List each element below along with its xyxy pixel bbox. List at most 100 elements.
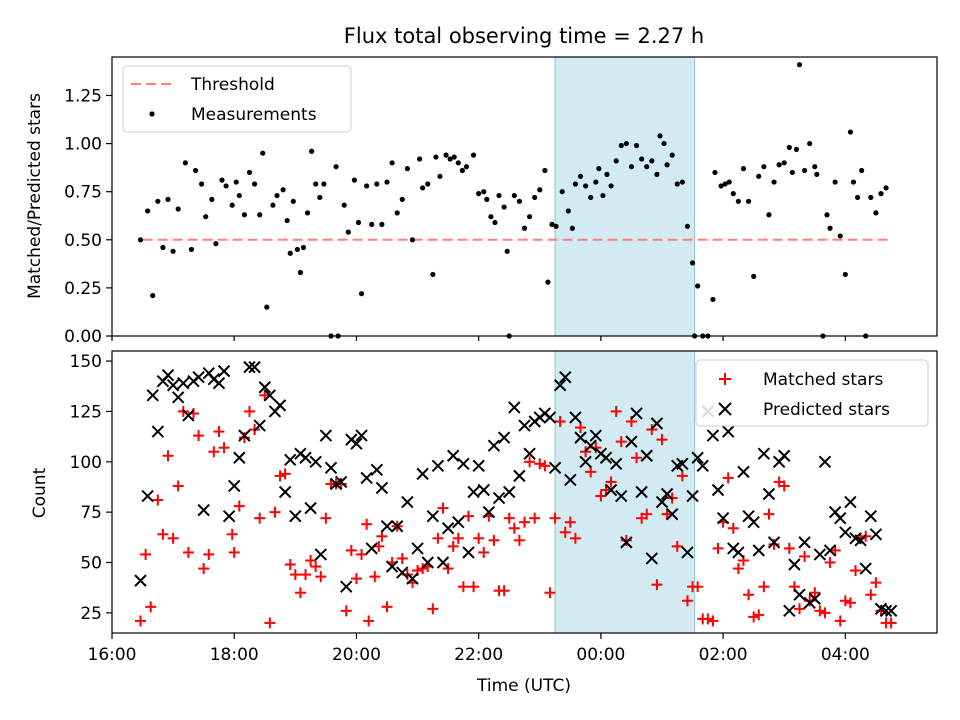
matched-point xyxy=(646,424,658,436)
matched-point xyxy=(315,571,327,583)
predicted-point xyxy=(248,360,261,374)
predicted-point xyxy=(757,447,771,460)
measurement-point xyxy=(145,208,151,214)
predicted-point xyxy=(508,401,521,414)
matched-point xyxy=(152,494,164,506)
measurement-point xyxy=(333,164,339,170)
x-tick-label: 02:00 xyxy=(699,645,748,665)
measurement-point xyxy=(608,183,614,189)
predicted-point xyxy=(660,487,674,501)
matched-point xyxy=(763,508,775,520)
predicted-point xyxy=(457,457,470,471)
matched-point xyxy=(361,518,373,530)
predicted-point xyxy=(146,389,159,402)
measurement-point xyxy=(761,164,767,170)
matched-point xyxy=(452,532,464,544)
predicted-point xyxy=(721,425,735,438)
matched-point xyxy=(605,476,617,488)
measurement-point xyxy=(394,210,400,216)
predicted-point xyxy=(553,379,567,392)
legend-matched-label: Matched stars xyxy=(763,370,883,390)
measurement-point xyxy=(516,198,523,204)
matched-point xyxy=(855,532,867,544)
measurement-point xyxy=(832,179,838,185)
measurement-point xyxy=(463,164,470,170)
measurement-point xyxy=(812,164,818,170)
predicted-point xyxy=(487,439,501,452)
measurement-point xyxy=(488,214,494,220)
predicted-point xyxy=(273,399,287,412)
predicted-point xyxy=(421,556,434,569)
predicted-point xyxy=(134,574,147,587)
matched-point xyxy=(442,563,454,575)
measurement-point xyxy=(379,221,385,227)
predicted-point xyxy=(141,489,154,503)
measurement-point xyxy=(229,202,235,208)
matched-point xyxy=(875,605,887,617)
matched-point xyxy=(824,557,836,568)
predicted-point xyxy=(289,509,302,523)
matched-point xyxy=(145,601,157,613)
measurement-point xyxy=(847,129,854,135)
measurement-point xyxy=(593,179,599,185)
legend-matched-swatch xyxy=(719,373,731,385)
predicted-point xyxy=(818,455,832,468)
measurement-point xyxy=(294,246,300,253)
predicted-point xyxy=(497,431,511,444)
measurement-point xyxy=(433,154,439,160)
measurement-point xyxy=(730,191,736,197)
matched-point xyxy=(356,548,368,560)
matched-point xyxy=(363,615,375,627)
measurement-point xyxy=(484,196,490,202)
measurement-point xyxy=(425,181,431,187)
predicted-point xyxy=(655,495,669,509)
measurement-point xyxy=(369,221,375,227)
predicted-point xyxy=(513,469,526,483)
matched-point xyxy=(345,544,357,556)
measurement-point xyxy=(358,291,365,297)
x-tick-label: 16:00 xyxy=(88,645,137,665)
matched-point xyxy=(468,581,480,593)
matched-point xyxy=(794,603,805,615)
matched-point xyxy=(396,552,408,564)
predicted-point xyxy=(365,542,378,555)
measurement-point xyxy=(430,271,436,278)
matched-point xyxy=(539,460,551,472)
measurement-point xyxy=(718,183,724,189)
predicted-point xyxy=(548,461,562,475)
matched-point xyxy=(681,595,693,607)
measurement-point xyxy=(837,233,843,239)
measurement-point xyxy=(389,160,395,166)
measurement-point xyxy=(241,212,248,218)
measurement-point xyxy=(537,187,543,193)
measurement-point xyxy=(297,269,304,276)
matched-point xyxy=(544,587,556,599)
measurement-point xyxy=(661,140,667,147)
predicted-point xyxy=(686,489,699,503)
x-tick-label: 04:00 xyxy=(821,645,870,665)
matched-point xyxy=(732,563,744,575)
matched-point xyxy=(661,508,673,520)
measurement-point xyxy=(868,194,874,201)
measurement-point xyxy=(223,183,229,189)
measurement-point xyxy=(182,160,188,166)
matched-point xyxy=(702,613,714,625)
x-axis-label: Time (UTC) xyxy=(476,676,571,696)
predicted-point xyxy=(604,483,618,497)
predicted-point xyxy=(340,580,353,593)
measurement-point xyxy=(137,237,144,243)
measurement-point xyxy=(532,194,538,201)
predicted-point xyxy=(166,379,180,392)
matched-point xyxy=(656,434,668,446)
measurement-point xyxy=(165,196,171,202)
measurement-point xyxy=(437,173,443,179)
measurement-point xyxy=(309,148,315,154)
predicted-point xyxy=(334,475,348,489)
measurement-point xyxy=(569,225,575,231)
ratio-panel: 0.00 0.25 0.50 0.75 1.00 1.25 Matched/Predict… xyxy=(25,56,938,347)
predicted-point xyxy=(426,509,440,523)
measurement-point xyxy=(827,225,833,231)
legend-box xyxy=(695,359,929,427)
x-axis-ticks: 16:00 18:00 20:00 22:00 00:00 02:00 04:00 xyxy=(88,633,870,665)
